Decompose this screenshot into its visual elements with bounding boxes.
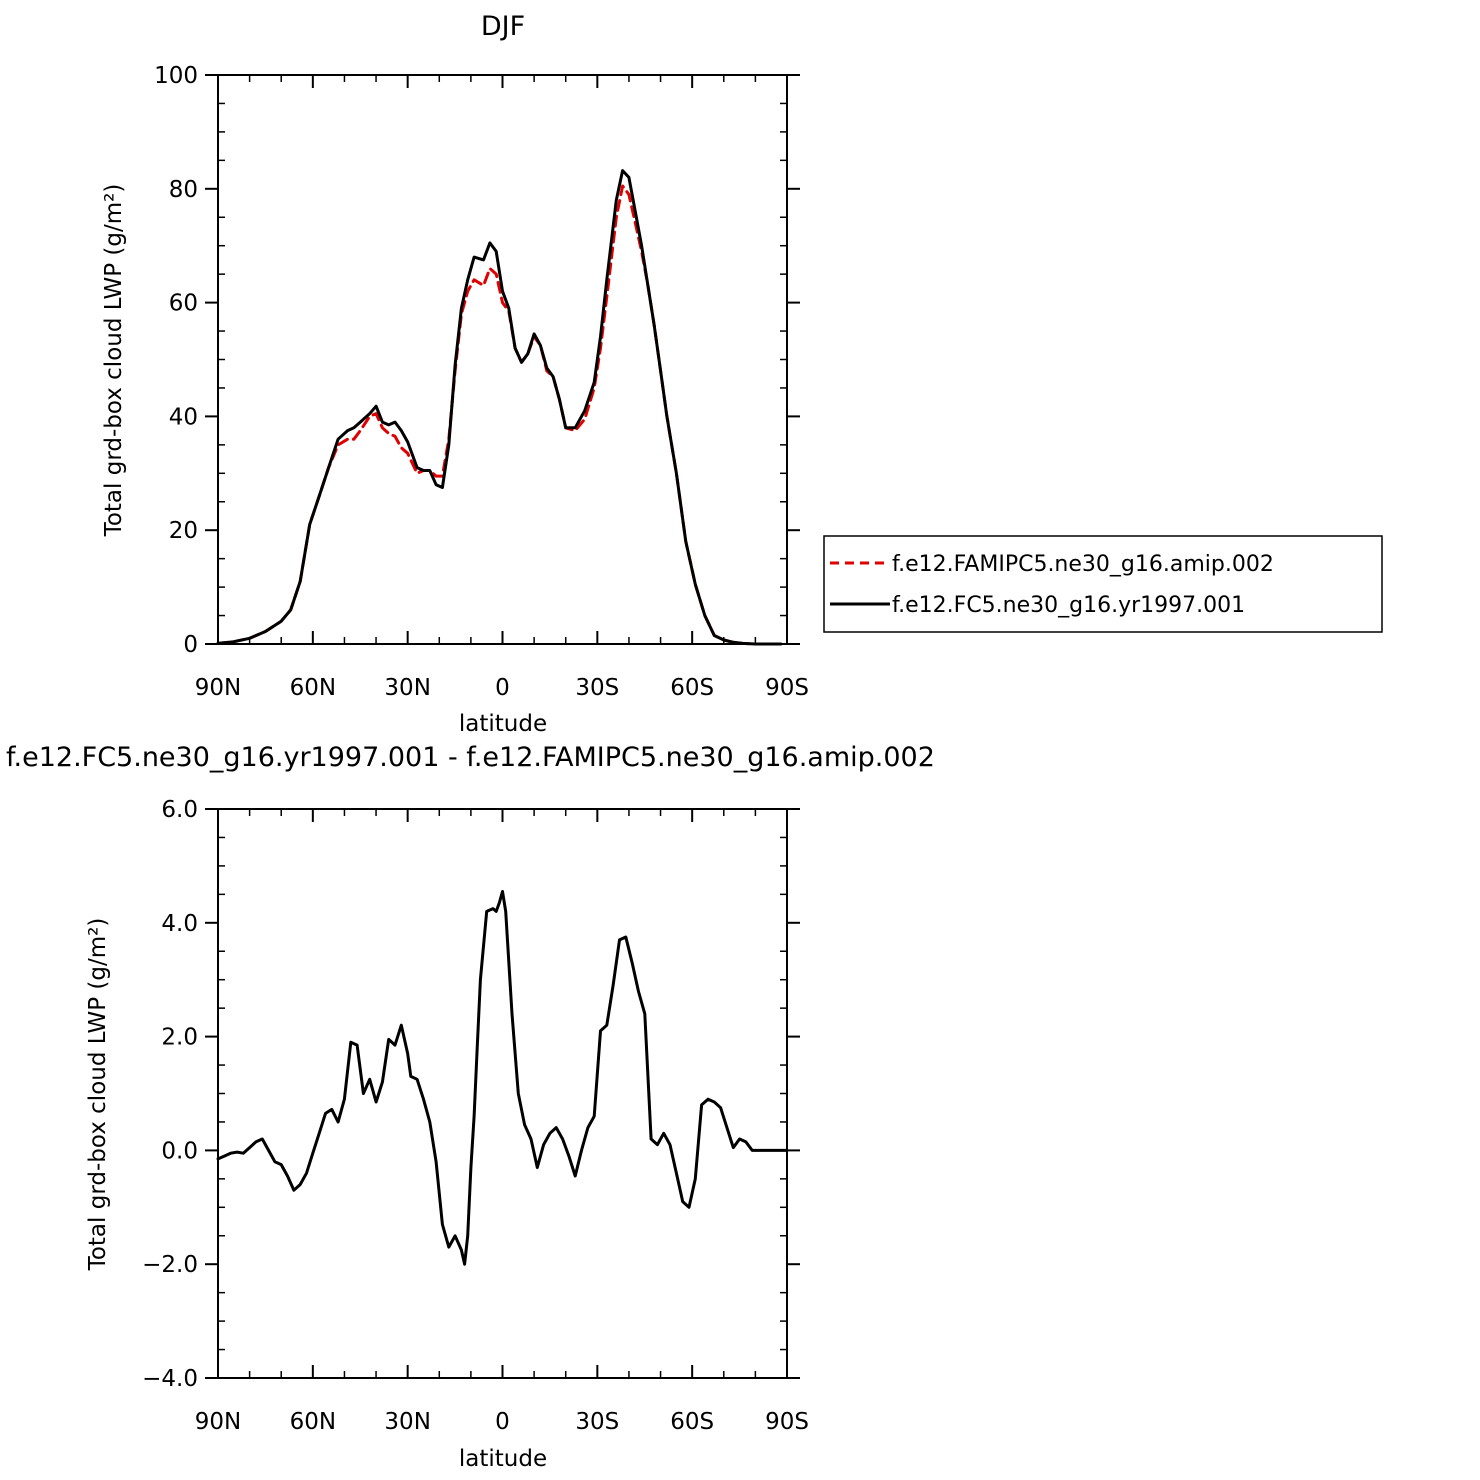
bottom-xtick-label: 30N: [384, 1409, 430, 1435]
bottom-xtick-label: 90N: [195, 1409, 241, 1435]
bottom-xtick-label: 60N: [290, 1409, 336, 1435]
top-xtick-label: 60N: [290, 675, 336, 701]
legend-box: [823, 535, 1383, 633]
top-ytick-label: 100: [154, 63, 198, 89]
top-axes: 90N 60N 30N 0 30S 60S 90S 0 20 40 60 80 100: [154, 63, 809, 701]
bottom-ytick-label: 2.0: [161, 1025, 198, 1051]
bottom-xtick-label: 30S: [575, 1409, 619, 1435]
bottom-panel: f.e12.FC5.ne30_g16.yr1997.001 - f.e12.FA…: [6, 742, 935, 1472]
bottom-ytick-label: −4.0: [142, 1366, 198, 1392]
top-ytick-label: 20: [169, 518, 198, 544]
legend-label-fc5: f.e12.FC5.ne30_g16.yr1997.001: [892, 593, 1245, 618]
bottom-axes: 90N 60N 30N 0 30S 60S 90S −4.0 −2.0 0.0 2.0 4.0 6.0: [142, 797, 809, 1435]
legend: f.e12.FAMIPC5.ne30_g16.amip.002 f.e12.FC…: [823, 535, 1383, 633]
bottom-x-axis-label: latitude: [459, 1446, 547, 1472]
bottom-xtick-label: 90S: [765, 1409, 809, 1435]
top-panel: DJF 90N 60N 30N 0 30S 60S 90S 0 20 40 60 80 100 lati…: [101, 11, 1383, 737]
top-x-axis-label: latitude: [459, 711, 547, 737]
bottom-xtick-label: 0: [495, 1409, 510, 1435]
bottom-ytick-label: 0.0: [161, 1138, 198, 1164]
bottom-y-axis-label: Total grd-box cloud LWP (g/m²): [85, 918, 111, 1272]
top-xtick-label: 90S: [765, 675, 809, 701]
bottom-xtick-label: 60S: [670, 1409, 714, 1435]
top-xtick-label: 0: [495, 675, 510, 701]
bottom-ytick-label: −2.0: [142, 1252, 198, 1278]
bottom-ytick-label: 4.0: [161, 911, 198, 937]
top-ytick-label: 60: [169, 291, 198, 317]
top-chart-title: DJF: [481, 11, 525, 42]
top-y-axis-label: Total grd-box cloud LWP (g/m²): [101, 184, 127, 538]
bottom-ytick-label: 6.0: [161, 797, 198, 823]
bottom-series-line-0: [216, 890, 789, 1266]
top-ytick-label: 0: [183, 632, 198, 658]
top-ytick-label: 40: [169, 404, 198, 430]
top-xtick-label: 90N: [195, 675, 241, 701]
legend-label-amip: f.e12.FAMIPC5.ne30_g16.amip.002: [892, 552, 1274, 577]
top-xtick-label: 30S: [575, 675, 619, 701]
bottom-lines: [216, 890, 789, 1266]
top-lines: [216, 169, 783, 646]
top-ytick-label: 80: [169, 177, 198, 203]
top-series-line-0: [216, 184, 783, 646]
bottom-chart-title: f.e12.FC5.ne30_g16.yr1997.001 - f.e12.FA…: [6, 742, 935, 773]
top-xtick-label: 30N: [384, 675, 430, 701]
top-series-line-1: [216, 169, 783, 646]
top-xtick-label: 60S: [670, 675, 714, 701]
